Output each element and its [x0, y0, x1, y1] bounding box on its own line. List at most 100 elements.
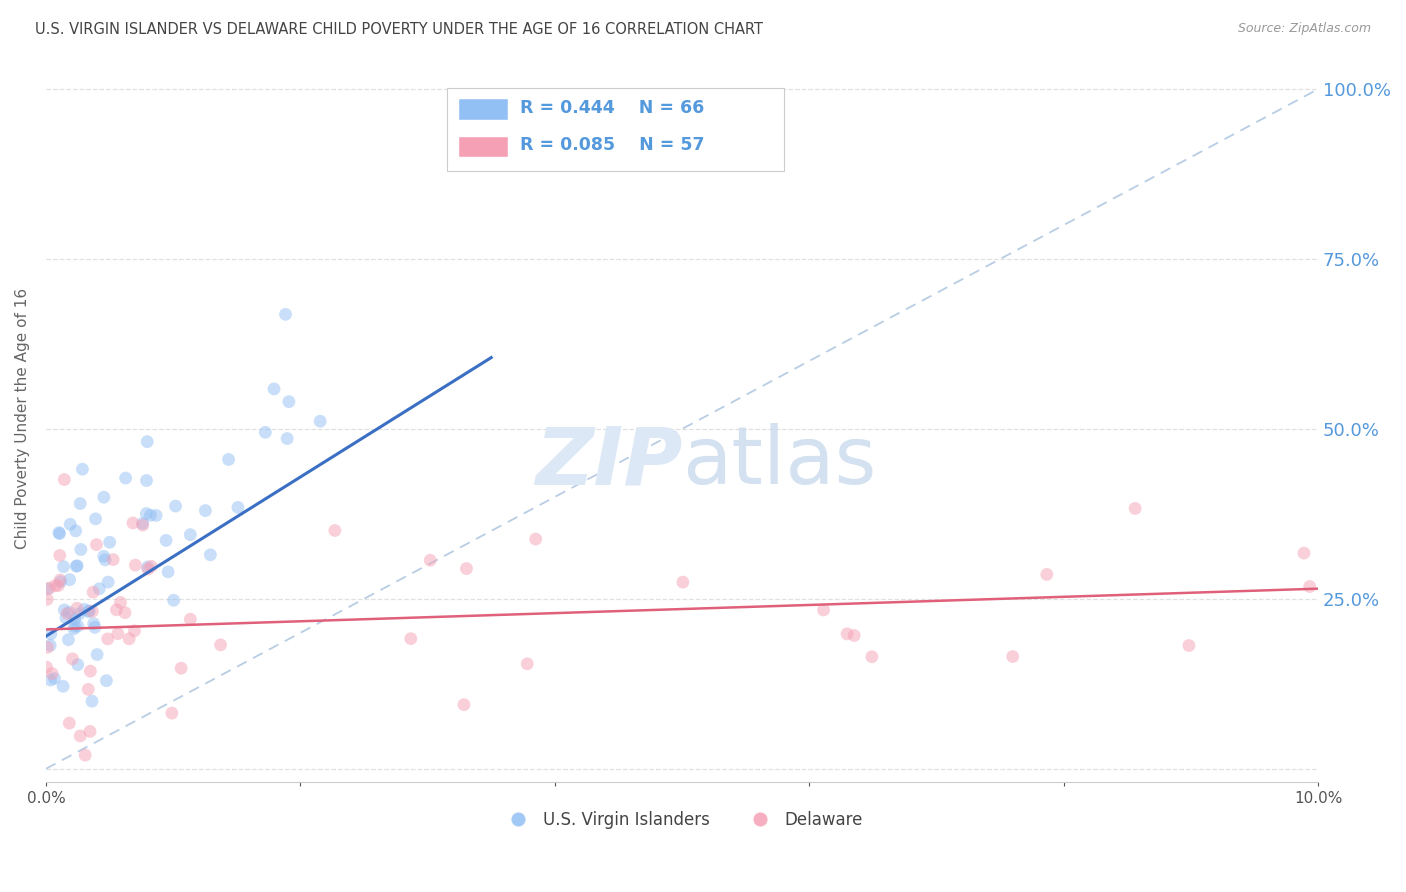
Point	[209, 638, 232, 652]
Point	[179, 527, 201, 541]
Point	[82, 604, 104, 618]
Point	[58, 716, 80, 731]
Point	[49, 574, 72, 589]
Point	[41, 666, 63, 681]
Y-axis label: Child Poverty Under the Age of 16: Child Poverty Under the Age of 16	[15, 288, 30, 549]
Point	[122, 516, 145, 530]
Point	[98, 535, 121, 549]
Point	[107, 626, 129, 640]
Point	[96, 673, 118, 688]
Point	[53, 473, 76, 487]
Point	[114, 606, 136, 620]
Point	[218, 452, 240, 467]
Point	[277, 394, 299, 409]
Point	[39, 673, 62, 687]
Point	[37, 582, 59, 596]
Point	[52, 559, 75, 574]
Point	[52, 679, 75, 693]
Point	[59, 517, 82, 532]
Point	[132, 518, 155, 533]
Text: R = 0.444    N = 66: R = 0.444 N = 66	[520, 99, 704, 117]
Point	[124, 624, 146, 638]
Point	[124, 558, 146, 573]
Point	[86, 648, 108, 662]
Point	[93, 549, 115, 564]
Bar	[460, 100, 508, 120]
Point	[69, 497, 91, 511]
Text: ZIP: ZIP	[534, 424, 682, 501]
Point	[44, 672, 66, 686]
Point	[179, 612, 201, 626]
Point	[53, 603, 76, 617]
Point	[456, 561, 478, 575]
Point	[79, 664, 101, 678]
Point	[46, 578, 69, 592]
Point	[35, 660, 58, 674]
Point	[55, 611, 77, 625]
Text: R = 0.085    N = 57: R = 0.085 N = 57	[520, 136, 704, 154]
Point	[672, 575, 695, 590]
Point	[59, 573, 82, 587]
Point	[56, 607, 79, 621]
Point	[110, 595, 132, 609]
Point	[323, 524, 346, 538]
Text: Source: ZipAtlas.com: Source: ZipAtlas.com	[1237, 22, 1371, 36]
Point	[69, 729, 91, 743]
Point	[97, 575, 120, 590]
Point	[160, 706, 183, 720]
Point	[419, 553, 441, 567]
Point	[84, 512, 107, 526]
Point	[813, 603, 835, 617]
Point	[58, 606, 80, 620]
Point	[80, 694, 103, 708]
Point	[162, 593, 184, 607]
Point	[135, 507, 157, 521]
Point	[48, 525, 70, 540]
Point	[101, 552, 124, 566]
Point	[66, 601, 89, 615]
Point	[1036, 567, 1059, 582]
Point	[65, 524, 87, 538]
Point	[73, 602, 96, 616]
Point	[136, 560, 159, 574]
Point	[63, 619, 86, 633]
Point	[200, 548, 222, 562]
Point	[1299, 580, 1322, 594]
Point	[72, 462, 94, 476]
Point	[94, 553, 117, 567]
Point	[83, 616, 105, 631]
Point	[58, 632, 80, 647]
Point	[254, 425, 277, 440]
Point	[39, 638, 62, 652]
Point	[276, 432, 298, 446]
Point	[66, 657, 89, 672]
Point	[309, 414, 332, 428]
Point	[77, 604, 100, 618]
Point	[155, 533, 177, 548]
Legend: U.S. Virgin Islanders, Delaware: U.S. Virgin Islanders, Delaware	[495, 805, 870, 836]
Point	[145, 508, 167, 523]
Point	[67, 607, 90, 621]
Point	[1292, 546, 1315, 560]
Point	[524, 532, 547, 546]
Point	[141, 559, 163, 574]
Point	[118, 632, 141, 646]
Point	[1178, 639, 1201, 653]
Point	[86, 538, 108, 552]
Point	[105, 603, 128, 617]
Point	[44, 579, 66, 593]
Point	[83, 620, 105, 634]
Point	[82, 585, 104, 599]
Text: atlas: atlas	[682, 424, 876, 501]
Point	[263, 382, 285, 396]
Point	[226, 500, 249, 515]
Point	[49, 549, 72, 563]
Point	[48, 526, 70, 541]
Point	[79, 724, 101, 739]
Point	[93, 490, 115, 504]
Point	[49, 573, 72, 587]
Point	[65, 559, 87, 574]
Point	[516, 657, 538, 671]
Point	[63, 622, 86, 636]
Point	[39, 627, 62, 641]
